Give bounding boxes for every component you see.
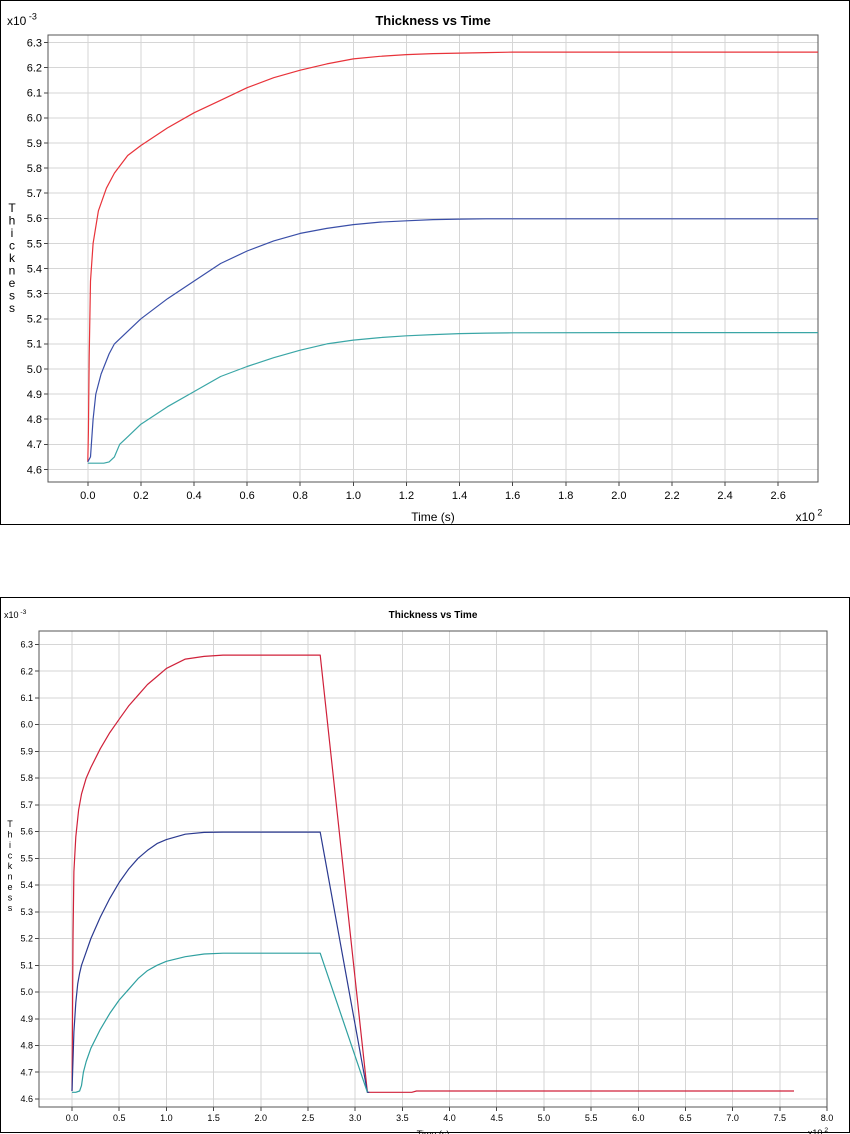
y-tick-label: 5.1 (20, 960, 33, 970)
x-tick-label: 0.6 (239, 490, 254, 502)
x-tick-label: 2.2 (664, 490, 679, 502)
y-tick-label: 6.2 (27, 62, 42, 74)
x-tick-label: 2.0 (255, 1113, 268, 1123)
y-tick-label: 5.9 (20, 746, 33, 756)
x-tick-label: 5.0 (538, 1113, 551, 1123)
y-tick-label: 5.0 (27, 364, 42, 376)
x-tick-label: 8.0 (821, 1113, 834, 1123)
y-tick-label: 4.8 (20, 1041, 33, 1051)
x-tick-label: 1.2 (399, 490, 414, 502)
x-tick-label: 1.0 (346, 490, 361, 502)
y-tick-label: 5.7 (27, 188, 42, 200)
y-tick-label: 5.9 (27, 138, 42, 150)
y-tick-label: 6.2 (20, 666, 33, 676)
y-tick-label: 6.0 (20, 720, 33, 730)
top-chart: 4.6 4.7 4.8 4.9 5.0 5.1 5.2 5.3 5.4 5.5 5.6 5.7 5.8 5… (7, 12, 823, 524)
x-tick-label: 3.5 (396, 1113, 409, 1123)
x-tick-label: 6.0 (632, 1113, 645, 1123)
y-tick-label: 5.7 (20, 800, 33, 810)
x-tick-label: 6.5 (679, 1113, 692, 1123)
x-axis-label: Time (s) (411, 510, 455, 524)
x-tick-label: 5.5 (585, 1113, 598, 1123)
x-tick-label: 0.0 (66, 1113, 79, 1123)
x-tick-label: 0.2 (133, 490, 148, 502)
x-tick-label: 1.8 (558, 490, 573, 502)
series-line-2 (87, 218, 818, 463)
top-chart-panel: 4.6 4.7 4.8 4.9 5.0 5.1 5.2 5.3 5.4 5.5 5.6 5.7 5.8 5… (0, 0, 850, 525)
y-tick-label: 4.7 (27, 439, 42, 451)
x-multiplier-label: x10 2 (808, 1127, 828, 1134)
y-tick-label: 5.5 (20, 853, 33, 863)
x-tick-label: 2.5 (302, 1113, 315, 1123)
y-multiplier-label: x10 -3 (7, 12, 37, 28)
x-tick-label: 0.8 (293, 490, 308, 502)
x-tick-label: 4.5 (490, 1113, 503, 1123)
y-tick-label: 4.9 (27, 389, 42, 401)
y-tick-label: 5.4 (27, 263, 42, 275)
y-tick-label: 4.9 (20, 1014, 33, 1024)
x-tick-label: 7.5 (774, 1113, 787, 1123)
y-tick-label: 5.2 (20, 934, 33, 944)
x-tick-label: 2.4 (717, 490, 732, 502)
x-tick-label: 1.0 (160, 1113, 173, 1123)
y-tick-label: 5.1 (27, 339, 42, 351)
x-tick-label: 4.0 (443, 1113, 456, 1123)
x-tick-label: 1.5 (207, 1113, 220, 1123)
series-line-3 (87, 332, 818, 464)
x-multiplier-label: x10 2 (796, 508, 823, 524)
x-axis-label: Time (s) (417, 1129, 450, 1134)
y-tick-label: 5.6 (27, 213, 42, 225)
bottom-chart-panel: 4.6 4.7 4.8 4.9 5.0 5.1 5.2 5.3 5.4 5.5 5.6 5.7 5.8 5… (0, 597, 850, 1134)
y-tick-label: 5.4 (20, 880, 33, 890)
x-tick-label: 2.0 (611, 490, 626, 502)
y-tick-label: 6.3 (27, 37, 42, 49)
x-tick-label: 0.5 (113, 1113, 126, 1123)
y-tick-label: 4.6 (27, 464, 42, 476)
y-tick-label: 5.5 (27, 238, 42, 250)
y-tick-label: 4.8 (27, 414, 42, 426)
series-line-2 (71, 831, 370, 1093)
x-tick-label: 7.0 (726, 1113, 739, 1123)
plot-frame (47, 34, 819, 483)
x-tick-label: 1.4 (452, 490, 467, 502)
x-tick-label: 0.0 (80, 490, 95, 502)
x-tick-label: 3.0 (349, 1113, 362, 1123)
y-tick-label: 5.8 (27, 163, 42, 175)
series-line-1 (71, 654, 794, 1093)
bottom-chart: 4.6 4.7 4.8 4.9 5.0 5.1 5.2 5.3 5.4 5.5 5.6 5.7 5.8 5… (4, 609, 834, 1134)
x-tick-label: 2.6 (771, 490, 786, 502)
y-tick-label: 5.2 (27, 314, 42, 326)
x-tick-label: 1.6 (505, 490, 520, 502)
y-tick-label: 5.3 (27, 289, 42, 301)
y-tick-label: 4.6 (20, 1094, 33, 1104)
y-tick-label: 5.3 (20, 907, 33, 917)
y-tick-label: 4.7 (20, 1067, 33, 1077)
x-tick-label: 0.4 (186, 490, 201, 502)
y-tick-label: 5.6 (20, 827, 33, 837)
y-tick-label: 6.1 (20, 693, 33, 703)
series-line-3 (72, 952, 368, 1093)
y-multiplier-label: x10 -3 (4, 609, 27, 620)
plot-area (47, 34, 819, 483)
y-tick-label: 5.0 (20, 987, 33, 997)
y-tick-label: 5.8 (20, 773, 33, 783)
plot-area (38, 630, 828, 1108)
y-tick-label: 6.3 (20, 640, 33, 650)
y-tick-label: 6.1 (27, 88, 42, 100)
y-tick-label: 6.0 (27, 113, 42, 125)
chart-title: Thickness vs Time (389, 610, 478, 621)
plot-frame (38, 630, 828, 1108)
chart-title: Thickness vs Time (375, 13, 490, 28)
series-line-1 (87, 51, 818, 462)
